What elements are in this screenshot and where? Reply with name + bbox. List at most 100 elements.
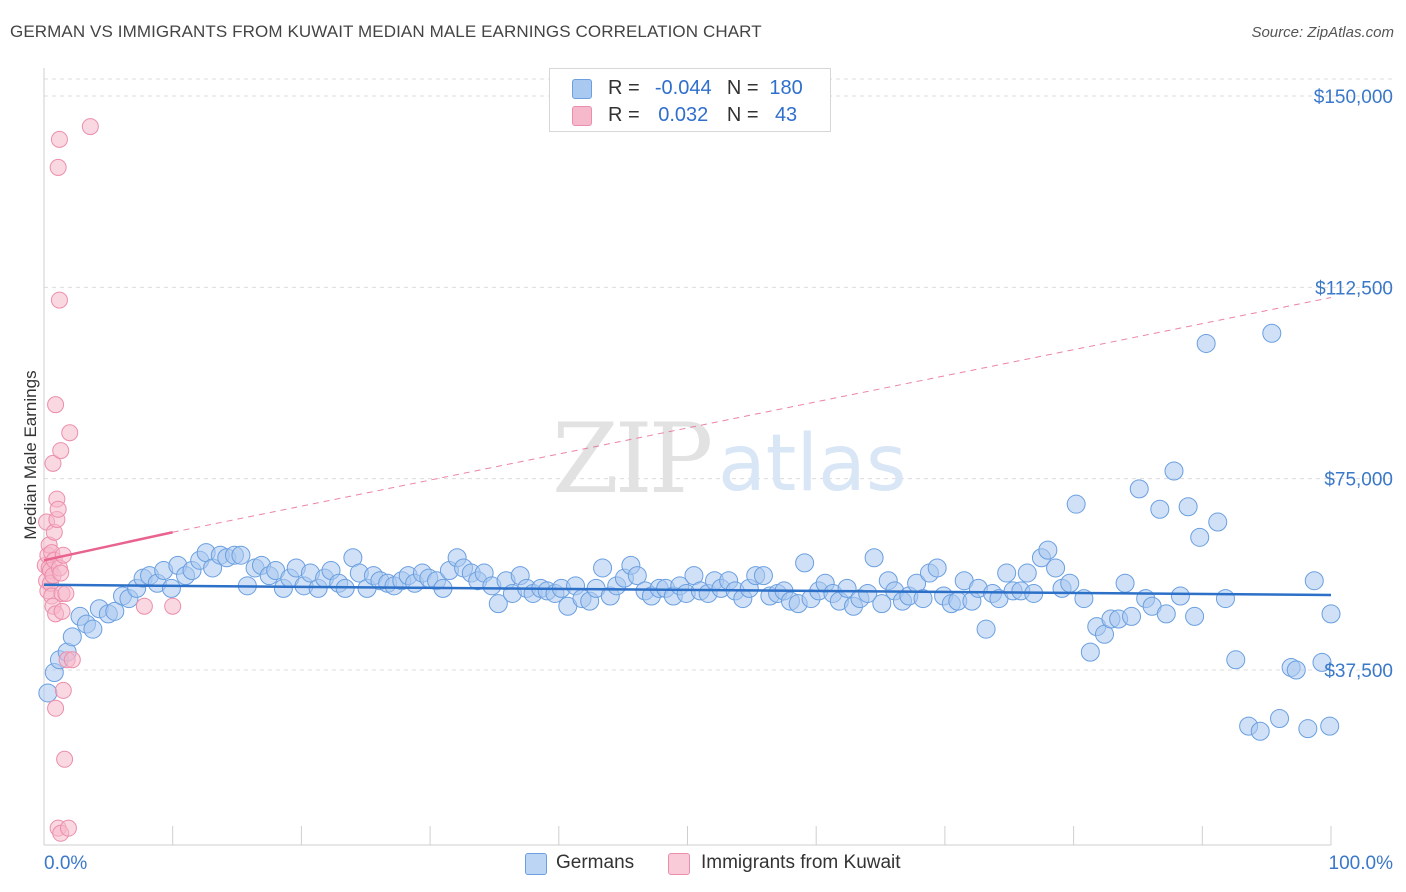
german-point [837,578,857,598]
german-point [105,601,125,621]
kuwait-point [52,442,70,460]
kuwait-point [56,750,74,768]
y-axis-label: Median Male Earnings [21,370,40,539]
y-tick-label: $150,000 [1314,87,1393,108]
watermark: ZIP atlas [552,403,907,515]
axes [43,68,1332,846]
german-point [62,627,82,647]
legend-stats-kuwait: R = 0.032 N = 43 [608,104,808,127]
german-point [1178,497,1198,517]
kuwait-point [47,396,65,414]
german-point [1115,573,1135,593]
legend-n-label: N = [726,104,759,126]
series-swatch-germans [525,853,547,875]
legend-n-value: 180 [769,77,803,99]
y-tick-label: $112,500 [1315,278,1393,299]
kuwait-point [59,819,77,837]
german-point [872,594,892,614]
german-point [83,619,103,639]
german-point [913,589,933,609]
kuwait-point [50,291,68,309]
kuwait-point [54,681,72,699]
legend-swatch-germans [572,79,592,99]
legend-r-label: R = [608,77,640,99]
german-point [1320,716,1340,736]
german-point [1122,606,1142,626]
correlation-legend: R = -0.044 N = 180 R = 0.032 N = 43 [549,68,831,132]
kuwait-trend-line [43,531,173,562]
kuwait-point [135,597,153,615]
german-point [593,558,613,578]
german-point [858,583,878,603]
x-tick-labels: 0.0% 100.0% [44,853,1393,874]
kuwait-trend-extension [172,297,1332,533]
chart-title: GERMAN VS IMMIGRANTS FROM KUWAIT MEDIAN … [10,22,762,41]
legend-stats-germans: R = -0.044 N = 180 [608,77,808,100]
trend-lines [43,531,1332,597]
german-point [927,558,947,578]
kuwait-points [36,118,182,842]
kuwait-point [53,602,71,620]
legend-n-value: 43 [774,104,798,126]
german-point [1190,527,1210,547]
german-point [1286,660,1306,680]
german-point [795,553,815,573]
german-point [1164,461,1184,481]
german-point [1170,586,1190,606]
series-swatch-kuwait [668,853,690,875]
german-point [161,578,181,598]
x-tick-label: 0.0% [44,853,87,874]
german-point [1226,650,1246,670]
german-point [231,545,251,565]
german-point [38,683,58,703]
x-tick-label: 100.0% [1329,853,1394,874]
german-point [1150,499,1170,519]
german-point [1312,652,1332,672]
legend-r-label: R = [608,104,640,126]
german-point [1321,604,1341,624]
german-point [1270,708,1290,728]
legend-r-value: 0.032 [658,104,709,126]
kuwait-point [57,584,75,602]
german-point [1215,589,1235,609]
german-point [1304,571,1324,591]
watermark-zip: ZIP [552,403,711,515]
german-point [1129,479,1149,499]
y-tick-label: $75,000 [1324,470,1393,491]
german-point [1185,606,1205,626]
german-points [38,323,1341,741]
german-point [1156,604,1176,624]
kuwait-point [49,500,67,518]
legend-swatch-kuwait [572,106,592,126]
legend-r-value: -0.044 [654,77,712,99]
watermark-atlas: atlas [718,419,907,509]
german-point [1250,721,1270,741]
kuwait-point [164,597,182,615]
german-point [1080,642,1100,662]
german-point [627,566,647,586]
series-label-germans: Germans [556,852,635,873]
german-point [1060,573,1080,593]
german-point [997,563,1017,583]
german-point [1262,323,1282,343]
y-tick-labels: $37,500 $75,000 $112,500 $150,000 [1314,87,1393,682]
kuwait-point [61,424,79,442]
kuwait-point [50,130,68,148]
german-point [1046,558,1066,578]
y-tick-label: $37,500 [1324,661,1393,682]
kuwait-point [49,158,67,176]
german-point [1017,563,1037,583]
german-point [753,566,773,586]
legend-n-label: N = [726,77,759,99]
kuwait-extrapolated-trend [172,297,1332,533]
kuwait-point [52,564,70,582]
source-label: Source: ZipAtlas.com [1251,24,1394,41]
german-point [864,548,884,568]
kuwait-point [81,118,99,136]
german-point [976,619,996,639]
kuwait-point [63,651,81,669]
german-trend-line [43,583,1332,597]
german-point [488,594,508,614]
german-point [1208,512,1228,532]
